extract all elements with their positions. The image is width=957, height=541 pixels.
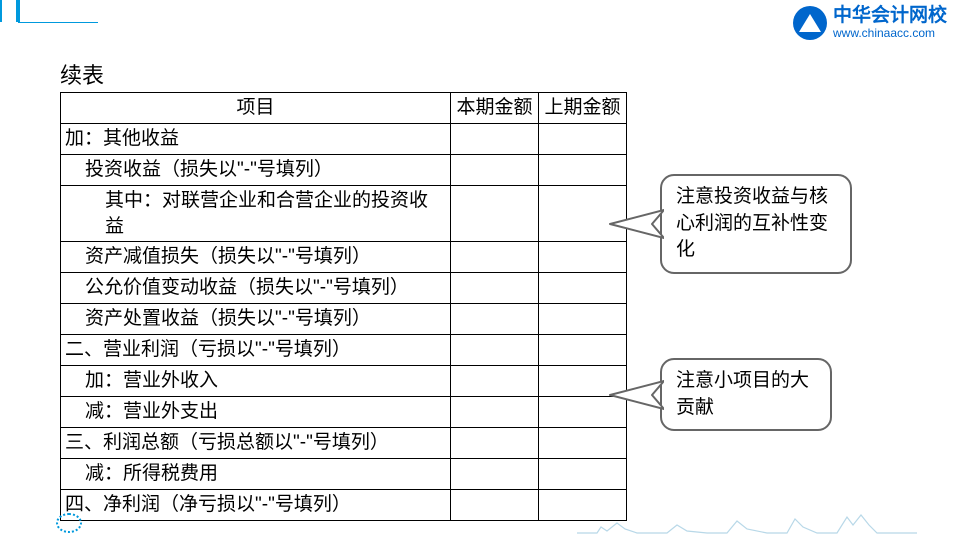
row-label: 公允价值变动收益（损失以"-"号填列） [61, 273, 451, 304]
header-item: 项目 [61, 93, 451, 124]
row-label: 投资收益（损失以"-"号填列） [61, 155, 451, 186]
callout-small-item-note: 注意小项目的大贡献 [660, 358, 832, 431]
row-current [451, 428, 539, 459]
table-row: 加：其他收益 [61, 124, 627, 155]
row-label: 加：营业外收入 [61, 366, 451, 397]
table-row: 减：所得税费用 [61, 459, 627, 490]
row-label: 其中：对联营企业和合营企业的投资收益 [61, 186, 451, 242]
logo-cn: 中华会计网校 [833, 6, 947, 27]
table-row: 投资收益（损失以"-"号填列） [61, 155, 627, 186]
callout-tail-icon [608, 204, 664, 244]
row-prior [539, 273, 627, 304]
row-label: 二、营业利润（亏损以"-"号填列） [61, 335, 451, 366]
row-prior [539, 304, 627, 335]
row-label: 资产减值损失（损失以"-"号填列） [61, 242, 451, 273]
row-current [451, 459, 539, 490]
row-prior [539, 155, 627, 186]
table-row: 资产减值损失（损失以"-"号填列） [61, 242, 627, 273]
page-title: 续表 [60, 58, 104, 90]
deco-circle [56, 513, 82, 533]
skyline-icon [577, 513, 917, 535]
row-label: 资产处置收益（损失以"-"号填列） [61, 304, 451, 335]
callout-text: 注意投资收益与核心利润的互补性变化 [676, 186, 828, 260]
row-current [451, 186, 539, 242]
row-prior [539, 335, 627, 366]
header-current: 本期金额 [451, 93, 539, 124]
table-container: 项目 本期金额 上期金额 加：其他收益投资收益（损失以"-"号填列）其中：对联营… [60, 92, 625, 521]
table-row: 减：营业外支出 [61, 397, 627, 428]
row-current [451, 304, 539, 335]
income-statement-table: 项目 本期金额 上期金额 加：其他收益投资收益（损失以"-"号填列）其中：对联营… [60, 92, 627, 521]
row-current [451, 242, 539, 273]
row-current [451, 335, 539, 366]
header-prior: 上期金额 [539, 93, 627, 124]
row-label: 加：其他收益 [61, 124, 451, 155]
row-current [451, 124, 539, 155]
row-prior [539, 428, 627, 459]
row-prior [539, 242, 627, 273]
table-row: 公允价值变动收益（损失以"-"号填列） [61, 273, 627, 304]
deco-line [18, 22, 98, 23]
callout-investment-note: 注意投资收益与核心利润的互补性变化 [660, 174, 852, 274]
logo-icon [793, 6, 827, 40]
callout-text: 注意小项目的大贡献 [676, 370, 809, 418]
row-label: 三、利润总额（亏损总额以"-"号填列） [61, 428, 451, 459]
table-row: 二、营业利润（亏损以"-"号填列） [61, 335, 627, 366]
deco-bar2 [10, 0, 18, 22]
table-row: 三、利润总额（亏损总额以"-"号填列） [61, 428, 627, 459]
row-label: 减：所得税费用 [61, 459, 451, 490]
row-prior [539, 124, 627, 155]
logo-url: www.chinaacc.com [833, 27, 947, 40]
row-current [451, 273, 539, 304]
row-prior [539, 459, 627, 490]
row-current [451, 397, 539, 428]
callout-tail-icon [608, 375, 664, 415]
table-row: 加：营业外收入 [61, 366, 627, 397]
row-current [451, 155, 539, 186]
logo-text: 中华会计网校 www.chinaacc.com [833, 6, 947, 40]
brand-logo: 中华会计网校 www.chinaacc.com [793, 6, 947, 40]
table-row: 资产处置收益（损失以"-"号填列） [61, 304, 627, 335]
row-label: 减：营业外支出 [61, 397, 451, 428]
table-row: 其中：对联营企业和合营企业的投资收益 [61, 186, 627, 242]
row-current [451, 366, 539, 397]
bottom-decoration [0, 511, 957, 535]
table-header-row: 项目 本期金额 上期金额 [61, 93, 627, 124]
